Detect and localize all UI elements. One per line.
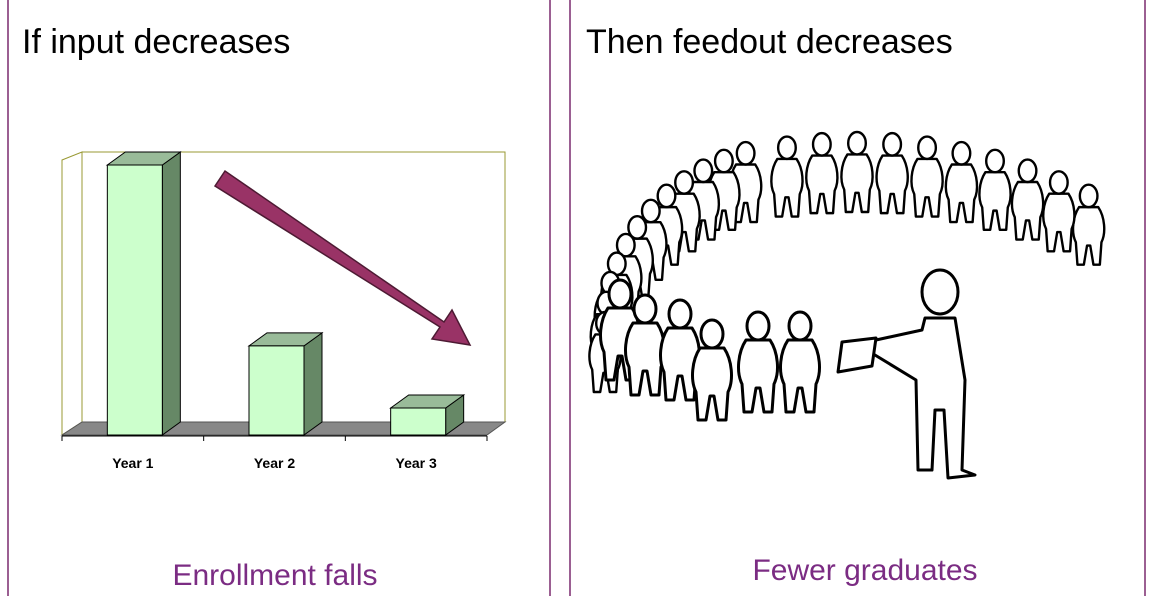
- x-tick-label: Year 2: [254, 455, 295, 471]
- person-body: [737, 338, 779, 414]
- down-arrow: [213, 169, 472, 346]
- person-head: [627, 215, 648, 240]
- person-head: [882, 131, 903, 157]
- person: [875, 131, 909, 215]
- person-head: [615, 232, 636, 258]
- bar-front: [106, 164, 163, 436]
- left-title: If input decreases: [22, 23, 290, 61]
- person-head: [787, 310, 813, 342]
- x-tick-label: Year 3: [396, 455, 437, 471]
- person: [691, 318, 733, 422]
- right-title: Then feedout decreases: [586, 23, 953, 61]
- side-wall: [61, 151, 83, 436]
- person-body: [779, 338, 821, 414]
- person-body: [1071, 205, 1106, 266]
- person: [1042, 170, 1076, 253]
- bar-side: [161, 151, 181, 436]
- person-body: [770, 157, 804, 218]
- teacher-head: [920, 268, 960, 316]
- person: [659, 298, 701, 402]
- person-head: [656, 183, 677, 209]
- person-head: [1078, 183, 1099, 209]
- person-head: [735, 140, 756, 166]
- bar: [389, 394, 466, 436]
- person: [805, 131, 839, 215]
- person: [737, 310, 779, 414]
- person: [770, 135, 804, 218]
- person-head: [632, 293, 658, 325]
- bar-side: [303, 331, 323, 436]
- person-head: [713, 148, 734, 174]
- person-body: [910, 157, 944, 218]
- diploma: [836, 336, 878, 374]
- bars: [105, 151, 466, 436]
- person: [910, 135, 944, 218]
- person-head: [917, 135, 938, 161]
- left-caption: Enrollment falls: [172, 559, 377, 592]
- person: [840, 130, 874, 214]
- person-head: [667, 298, 693, 330]
- graduates-clipart: [588, 130, 1106, 480]
- person-head: [1048, 170, 1069, 195]
- teacher-body: [868, 316, 977, 480]
- person: [1071, 183, 1106, 266]
- right-panel: [569, 0, 1146, 596]
- person-head: [811, 131, 832, 157]
- person-head: [745, 310, 771, 342]
- x-tick-label: Year 1: [112, 455, 153, 471]
- person-head: [985, 148, 1006, 174]
- right-caption: Fewer graduates: [752, 554, 977, 587]
- person: [624, 293, 666, 397]
- person-head: [640, 198, 661, 224]
- bar: [105, 151, 182, 436]
- person-head: [607, 278, 633, 310]
- bar: [247, 331, 324, 436]
- person-head: [846, 130, 868, 156]
- person-head: [951, 140, 972, 166]
- bar-front: [248, 345, 305, 436]
- person-head: [776, 135, 797, 161]
- person-body: [1042, 192, 1076, 253]
- person: [1010, 158, 1045, 241]
- person-head: [674, 170, 695, 195]
- person-head: [693, 158, 714, 184]
- person: [779, 310, 821, 414]
- person: [978, 148, 1012, 232]
- person-head: [1017, 158, 1038, 184]
- bar-front: [390, 407, 447, 436]
- person-body: [659, 326, 701, 402]
- teacher: [836, 268, 977, 480]
- person-body: [875, 154, 909, 215]
- person-body: [1010, 180, 1045, 241]
- person: [944, 140, 979, 224]
- person-body: [944, 163, 979, 224]
- person-head: [699, 318, 725, 350]
- person-body: [805, 154, 839, 215]
- person-body: [840, 153, 874, 214]
- person-body: [624, 321, 666, 397]
- person-body: [691, 346, 733, 422]
- person-body: [978, 171, 1012, 232]
- left-panel: [7, 0, 551, 596]
